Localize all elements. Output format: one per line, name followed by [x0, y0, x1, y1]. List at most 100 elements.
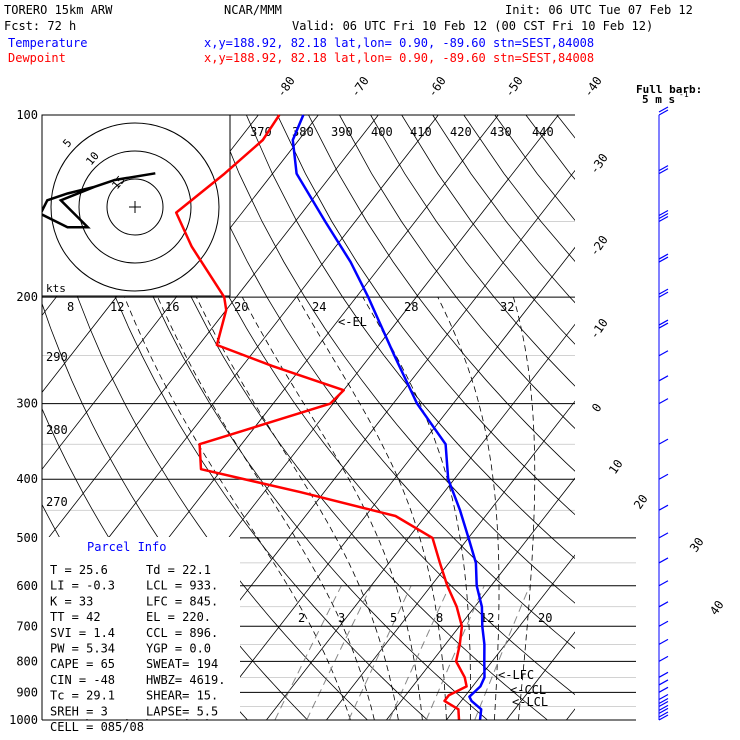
theta-left-label: 290 [46, 350, 68, 364]
isotherm-label: -50 [502, 74, 526, 100]
wind-barb [658, 697, 669, 705]
mixing-ratio-line [274, 585, 342, 720]
pressure-label: 900 [16, 685, 38, 699]
parcel-info-right: Td = 22.1 [146, 563, 211, 577]
wind-barb [658, 473, 669, 480]
theta-label: 430 [490, 125, 512, 139]
isotherm-line [626, 115, 740, 720]
parcel-info-right: SHEAR= 15. [146, 689, 218, 703]
hodograph-kts-label: kts [46, 282, 66, 295]
wind-key-exponent: -1 [679, 90, 689, 99]
isotherm-label: 20 [631, 492, 651, 512]
dry-adiabat [183, 115, 575, 649]
parcel-info-left: CAPE = 65 [50, 657, 115, 671]
isotherm-label: -70 [348, 74, 372, 100]
theta-label: 400 [371, 125, 393, 139]
pressure-label: 1000 [9, 713, 38, 727]
wind-barb [658, 319, 669, 326]
wind-barb [658, 216, 669, 223]
theta-row2-label: 8 [67, 300, 74, 314]
mixing-ratio-line [425, 585, 485, 720]
wind-barb [658, 693, 669, 701]
pressure-label: 300 [16, 397, 38, 411]
isotherm-label: -80 [274, 74, 298, 100]
moist-adiabat [124, 296, 351, 720]
parcel-info-right: LFC = 845. [146, 594, 218, 608]
wind-barb [658, 532, 669, 539]
isotherm-label: 30 [687, 535, 707, 555]
isotherm-line [42, 115, 379, 547]
isotherm-line [386, 477, 575, 720]
dry-adiabat [494, 115, 575, 222]
isotherm-line [206, 246, 575, 720]
mixing-ratio-label: 2 [298, 611, 305, 625]
isotherm-label: 40 [707, 598, 727, 618]
wind-barb [658, 620, 669, 627]
wind-barb [658, 350, 669, 357]
pressure-label: 800 [16, 654, 38, 668]
isotherm-label: -30 [587, 151, 611, 177]
wind-barb-column [658, 106, 669, 721]
isotherm-line [266, 323, 575, 720]
parcel-info-right: LAPSE= 5.5 [146, 704, 218, 718]
isotherm-label: 10 [606, 457, 626, 477]
model-title: TORERO 15km ARW [4, 3, 113, 17]
parcel-info-right: HWBZ= 4619. [146, 673, 225, 687]
theta-label: 440 [532, 125, 554, 139]
wind-barb [658, 557, 669, 564]
isotherm-line [446, 554, 575, 720]
location-line-dew: x,y=188.92, 82.18 lat,lon= 0.90, -89.60 … [204, 51, 594, 65]
mixing-ratio-line [474, 585, 531, 720]
dry-adiabat [214, 115, 575, 604]
mixing-ratio-label: 3 [338, 611, 345, 625]
hodograph-trace [42, 172, 156, 229]
theta-label: 390 [331, 125, 353, 139]
isotherm-label: 0 [589, 401, 605, 415]
pressure-label: 700 [16, 619, 38, 633]
init-time: Init: 06 UTC Tue 07 Feb 12 [505, 3, 693, 17]
level-marker: <-LFC [498, 668, 534, 682]
temperature-trace [291, 114, 486, 721]
dry-adiabat [588, 115, 740, 720]
wind-barb [658, 253, 669, 260]
parcel-info-left: SREH = 3 [50, 704, 108, 718]
wind-barb [658, 165, 669, 172]
pressure-label: 600 [16, 579, 38, 593]
wind-barb [658, 714, 669, 721]
isotherm-label: -60 [425, 74, 449, 100]
isotherm-line [506, 631, 575, 720]
dry-adiabat [246, 115, 575, 560]
wind-barb [658, 256, 669, 263]
dry-adiabat [556, 115, 575, 139]
theta-row2-label: 12 [110, 300, 124, 314]
theta-row2-label: 20 [234, 300, 248, 314]
isotherm-label: -40 [581, 74, 605, 100]
isotherm-line [42, 115, 319, 470]
theta-left-label: 280 [46, 423, 68, 437]
hodograph-frame [41, 114, 231, 297]
pressure-label: 400 [16, 472, 38, 486]
dry-adiabat [339, 115, 575, 430]
parcel-info-left: PW = 5.34 [50, 642, 115, 656]
level-marker: <-EL [338, 315, 367, 329]
wind-barb [658, 711, 669, 718]
mixing-ratio-labels: 2 3 5 8 12 20 [298, 611, 552, 625]
mixing-ratio-label: 20 [538, 611, 552, 625]
dry-adiabat [59, 115, 428, 720]
parcel-info-right: SWEAT= 194 [146, 657, 218, 671]
parcel-info-left: Tc = 29.1 [50, 689, 115, 703]
wind-barb [658, 288, 669, 295]
dry-adiabat [277, 115, 575, 516]
wind-barb [658, 398, 669, 405]
parcel-info-left: CELL = 085/08 [50, 720, 144, 734]
center-title: NCAR/MMM [224, 3, 282, 17]
level-markers: <-EL <-LFC<-CCL<-LCL [338, 315, 548, 709]
wind-barb [658, 375, 669, 382]
temperature-legend: Temperature [8, 36, 87, 50]
mixing-ratio-label: 5 [390, 611, 397, 625]
hodograph-ring [78, 150, 192, 264]
dry-adiabat [432, 115, 575, 304]
mixing-ratio-label: 12 [480, 611, 494, 625]
theta-label: 410 [410, 125, 432, 139]
